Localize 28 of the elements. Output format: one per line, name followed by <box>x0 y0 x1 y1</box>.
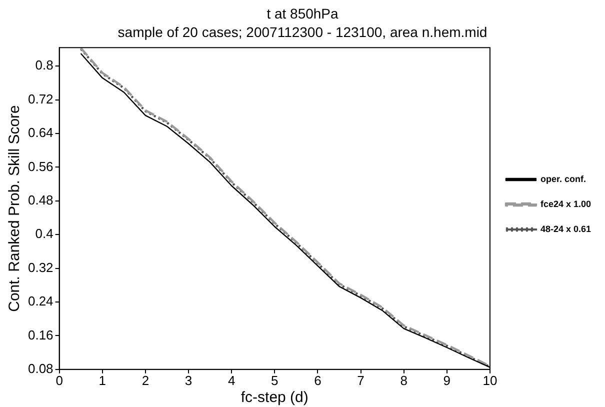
y-tick-label: 0.64 <box>28 125 54 140</box>
y-tick-label: 0.16 <box>28 327 54 342</box>
x-tick-label: 2 <box>142 372 150 388</box>
y-tick-label: 0.24 <box>28 294 54 309</box>
legend-label: oper. conf. <box>540 174 586 184</box>
x-tick-label: 0 <box>56 372 63 388</box>
x-tick-label: 1 <box>98 372 106 388</box>
chart-subtitle: sample of 20 cases; 2007112300 - 123100, area n.hem.mid <box>118 24 488 40</box>
x-axis-title: fc-step (d) <box>240 389 308 406</box>
x-tick-label: 10 <box>482 372 498 388</box>
legend-label: fce24 x 1.00 <box>540 198 592 209</box>
chart-title: t at 850hPa <box>266 5 339 22</box>
x-tick-label: 3 <box>184 372 192 388</box>
x-tick-label: 5 <box>271 372 278 388</box>
y-tick-label: 0.32 <box>28 260 54 275</box>
x-tick-label: 4 <box>228 372 236 388</box>
y-tick-label: 0.08 <box>28 360 54 376</box>
y-tick-label: 0.72 <box>28 91 54 106</box>
x-tick-label: 8 <box>400 372 408 388</box>
x-tick-label: 6 <box>314 372 322 388</box>
y-tick-label: 0.8 <box>35 58 54 73</box>
y-axis-title: Cont. Ranked Prob. Skill Score <box>6 105 24 312</box>
y-tick-label: 0.56 <box>28 158 54 174</box>
x-tick-label: 7 <box>357 372 364 388</box>
y-tick-label: 0.48 <box>28 192 54 208</box>
x-tick-label: 9 <box>443 372 451 388</box>
y-tick-label: 0.4 <box>35 226 54 242</box>
legend-label: 48-24 x 0.61 <box>540 224 592 234</box>
